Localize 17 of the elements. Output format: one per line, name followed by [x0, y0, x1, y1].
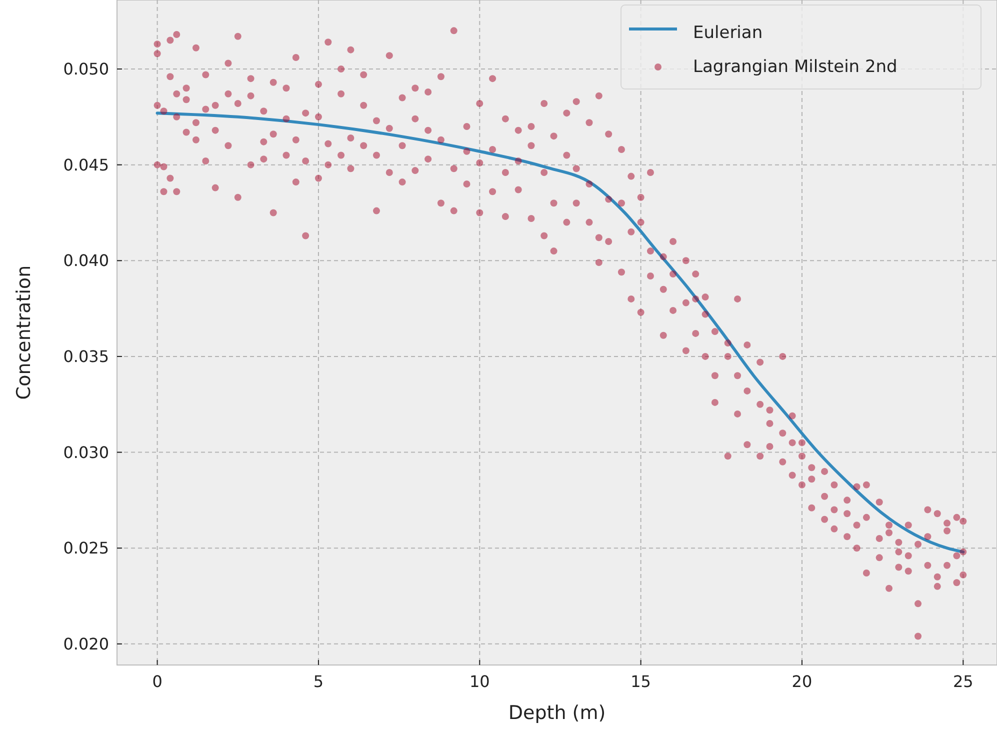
x-tick-label: 5 [313, 672, 324, 691]
y-tick-label: 0.025 [63, 538, 109, 558]
x-tick-label: 15 [630, 672, 651, 691]
legend-label: Lagrangian Milstein 2nd [693, 57, 898, 78]
x-tick-label: 0 [152, 672, 162, 691]
x-tick-label: 25 [952, 672, 974, 691]
y-tick-label: 0.035 [63, 347, 109, 366]
y-tick-label: 0.020 [63, 634, 109, 654]
y-tick-label: 0.040 [63, 251, 109, 270]
y-axis-title: Concentration [13, 265, 35, 400]
x-tick-label: 20 [792, 672, 812, 691]
legend-label: Eulerian [693, 23, 763, 44]
y-tick-label: 0.050 [63, 60, 109, 79]
x-tick-label: 10 [469, 672, 490, 691]
y-tick-label: 0.045 [63, 155, 109, 174]
x-axis-title: Depth (m) [508, 702, 606, 724]
y-tick-label: 0.030 [63, 442, 109, 462]
